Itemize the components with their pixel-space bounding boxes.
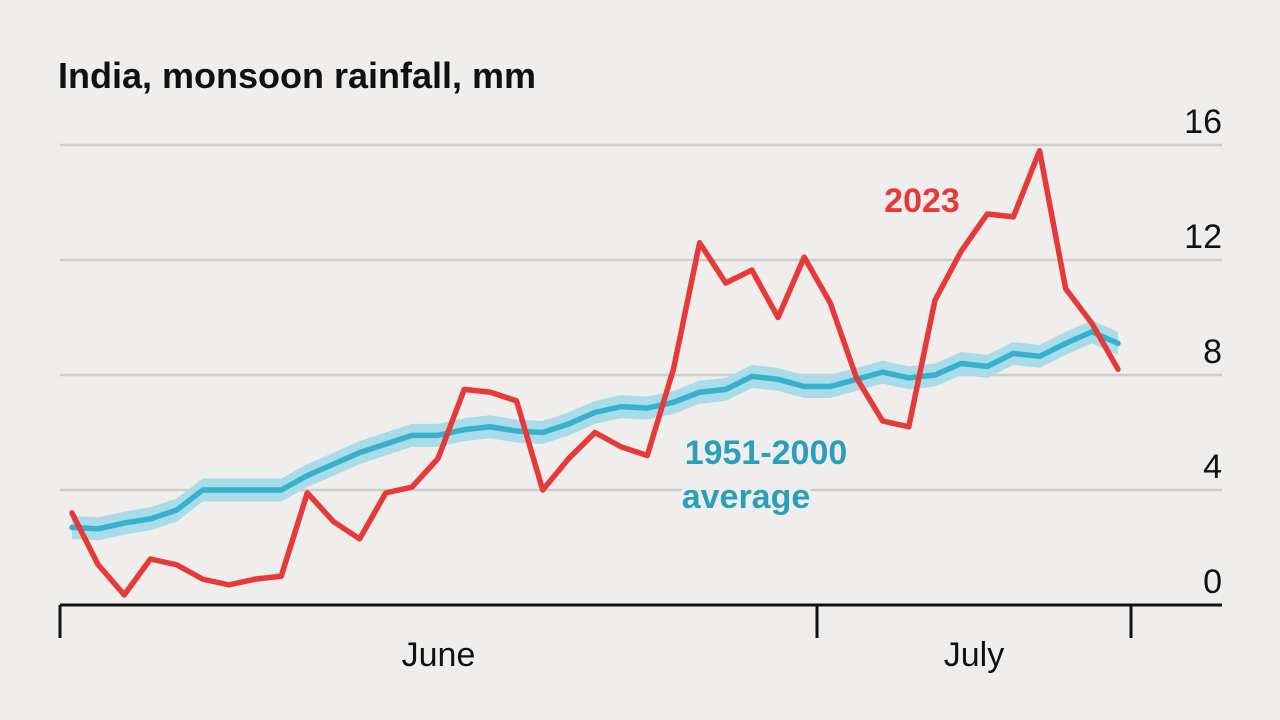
series-line bbox=[69, 148, 1121, 598]
x-tick-label: June bbox=[402, 636, 476, 674]
y-tick-label: 12 bbox=[1184, 218, 1222, 256]
y-tick-label: 16 bbox=[1184, 103, 1222, 141]
y-tick-label: 0 bbox=[1203, 563, 1222, 601]
x-tick-label: July bbox=[944, 636, 1004, 674]
series-label: 1951-2000 average bbox=[682, 434, 848, 516]
series-label-line: average bbox=[682, 478, 811, 516]
y-tick-label: 4 bbox=[1203, 448, 1222, 486]
chart-title: India, monsoon rainfall, mm bbox=[58, 55, 536, 96]
y-tick-label: 8 bbox=[1203, 333, 1222, 371]
series-line bbox=[69, 329, 1121, 532]
series-label-line: 1951-2000 bbox=[685, 434, 848, 472]
series-label: 2023 bbox=[884, 182, 960, 220]
